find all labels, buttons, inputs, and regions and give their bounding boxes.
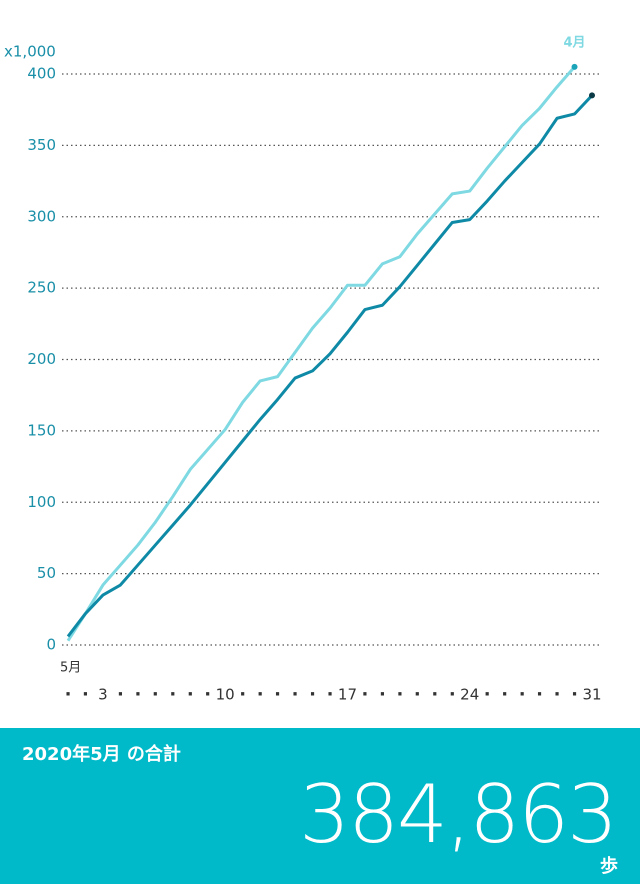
x-tick-label: · (519, 684, 526, 705)
y-tick-label: 50 (37, 564, 56, 582)
y-tick-label: 100 (27, 493, 56, 511)
y-tick-label: 250 (27, 279, 56, 297)
end-marker (589, 92, 595, 99)
y-tick-label: 150 (27, 421, 56, 439)
x-tick-label: 24 (460, 686, 479, 704)
x-tick-label: · (292, 684, 299, 705)
x-tick-label: · (484, 684, 491, 705)
summary-unit: 歩 (600, 856, 618, 877)
series-label: 4月 (564, 35, 586, 50)
x-tick-label: · (152, 684, 159, 705)
x-tick-label: 31 (582, 686, 601, 704)
x-tick-label: · (414, 684, 421, 705)
y-tick-label: 350 (27, 136, 56, 154)
x-tick-label: · (396, 684, 403, 705)
x-tick-label: · (449, 684, 456, 705)
y-tick-label: 0 (46, 636, 56, 654)
x-tick-label: · (187, 684, 194, 705)
x-tick-label: · (169, 684, 176, 705)
x-tick-label: 10 (216, 686, 235, 704)
x-tick-label: · (571, 684, 578, 705)
x-tick-label: · (431, 684, 438, 705)
summary-total: 384,863 (299, 768, 618, 861)
x-tick-label: · (327, 684, 334, 705)
summary-panel: 2020年5月 の合計 384,863 歩 (0, 728, 640, 884)
summary-title: 2020年5月 の合計 (22, 744, 181, 765)
x-tick-label: · (309, 684, 316, 705)
x-tick-label: · (204, 684, 211, 705)
y-tick-label: 200 (27, 350, 56, 368)
series-line (66, 65, 576, 642)
chart: x1,000 5月 0 50 100 150 200 250 300 350 400 · · 3 · · ·… (4, 35, 602, 705)
x-label: 5月 (60, 661, 81, 676)
x-tick-label: · (554, 684, 561, 705)
x-tick-label: · (536, 684, 543, 705)
y-unit-label: x1,000 (4, 43, 56, 61)
x-tick-label: · (134, 684, 141, 705)
x-tick-label: · (379, 684, 386, 705)
x-tick-label: · (117, 684, 124, 705)
x-tick-label: · (501, 684, 508, 705)
x-tick-label: · (362, 684, 369, 705)
x-tick-label: · (239, 684, 246, 705)
x-tick-label: · (82, 684, 89, 705)
series-line (66, 94, 594, 638)
y-tick-label: 400 (27, 65, 56, 83)
end-marker (571, 63, 578, 70)
y-tick-label: 300 (27, 207, 56, 225)
x-tick-label: · (65, 684, 72, 705)
x-tick-label: · (257, 684, 264, 705)
x-tick-label: 3 (98, 686, 108, 704)
x-tick-label: · (274, 684, 281, 705)
x-tick-label: 17 (338, 686, 357, 704)
